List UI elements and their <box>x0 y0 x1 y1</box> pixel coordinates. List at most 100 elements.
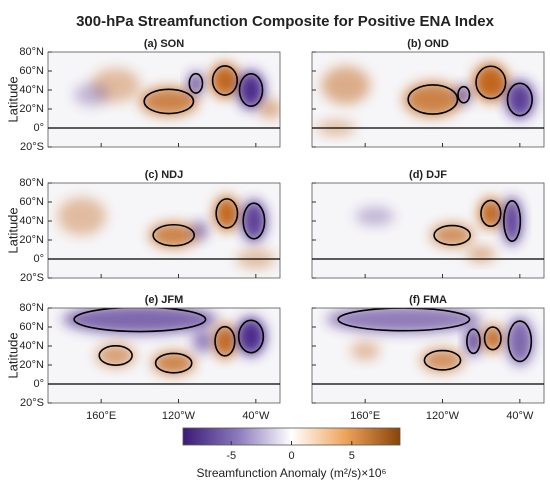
y-tick-label: 20°S <box>20 141 44 153</box>
anomaly <box>505 80 535 119</box>
y-axis-label: Latitude <box>5 207 20 253</box>
anomaly <box>237 71 265 109</box>
anomaly <box>258 99 280 119</box>
y-tick-label: 0° <box>33 253 44 265</box>
anomaly <box>430 223 474 247</box>
anomaly <box>192 221 208 240</box>
anomaly <box>321 66 371 105</box>
anomaly <box>355 206 395 226</box>
anomaly <box>188 71 204 95</box>
contour <box>154 352 193 374</box>
panel-frame <box>47 182 281 279</box>
contour <box>503 200 522 242</box>
y-tick-label: 60°N <box>19 321 44 333</box>
panel-title: (f) FMA <box>409 294 447 306</box>
contour <box>475 65 507 100</box>
contour <box>237 319 265 354</box>
panel-frame <box>47 51 281 148</box>
contour <box>98 345 133 366</box>
panel-frame <box>311 182 545 279</box>
anomaly <box>74 83 109 107</box>
x-tick-label: 120°W <box>162 410 196 422</box>
y-tick-label: 40°N <box>19 84 44 96</box>
anomaly <box>152 351 195 375</box>
y-tick-label: 40°N <box>19 340 44 352</box>
y-tick-label: 40°N <box>19 215 44 227</box>
colorbar-tick-label: 0 <box>288 450 294 462</box>
contour <box>507 320 533 363</box>
x-tick-label: 160°E <box>350 410 380 422</box>
anomaly <box>473 63 509 102</box>
contour <box>211 65 239 96</box>
colorbar-tick-label: 5 <box>349 450 355 462</box>
x-tick-label: 120°W <box>426 410 460 422</box>
colorbar-tick-label: -5 <box>226 450 236 462</box>
anomaly <box>193 329 213 353</box>
contour <box>215 198 239 229</box>
y-tick-label: 60°N <box>19 196 44 208</box>
anomaly <box>214 196 240 231</box>
panel-title: (a) SON <box>144 38 184 50</box>
y-tick-label: 20°N <box>19 234 44 246</box>
anomaly <box>62 308 218 334</box>
map-panel <box>312 183 544 278</box>
x-tick-label: 40°W <box>506 410 534 422</box>
contour <box>423 349 462 371</box>
contour <box>483 326 502 351</box>
map-panel <box>48 52 280 147</box>
panel-frame <box>47 307 281 404</box>
panel-title: (b) OND <box>407 38 449 50</box>
map-panel <box>48 308 280 403</box>
colorbar-label: Streamfunction Anomaly (m²/s)×10⁶ <box>196 466 386 480</box>
anomaly <box>57 197 106 236</box>
anomaly <box>326 308 482 333</box>
y-tick-label: 20°N <box>19 103 44 115</box>
contour <box>407 84 459 115</box>
contour <box>188 72 204 94</box>
y-axis-label: Latitude <box>5 76 20 122</box>
contour <box>480 199 502 228</box>
x-tick-label: 40°W <box>242 410 270 422</box>
panel-title: (d) DJF <box>409 169 447 181</box>
y-tick-label: 60°N <box>19 65 44 77</box>
contour <box>238 73 264 107</box>
anomaly <box>502 197 522 245</box>
panel-title: (e) JFM <box>145 294 184 306</box>
y-tick-label: 0° <box>33 122 44 134</box>
anomaly <box>96 344 135 367</box>
anomaly <box>236 317 266 356</box>
contour <box>433 224 472 246</box>
x-tick-label: 160°E <box>86 410 116 422</box>
contour <box>214 325 236 357</box>
contour <box>466 328 481 355</box>
panel-frame <box>311 51 545 148</box>
anomaly <box>241 200 267 242</box>
figure-title: 300-hPa Streamfunction Composite for Pos… <box>76 13 495 30</box>
anomaly <box>457 85 471 105</box>
anomaly <box>479 198 503 229</box>
panel-frame <box>311 307 545 404</box>
anomaly <box>350 341 380 361</box>
anomaly <box>213 324 237 359</box>
contour <box>143 88 195 115</box>
y-tick-label: 20°S <box>20 397 44 409</box>
anomaly <box>421 348 464 372</box>
anomaly <box>210 63 240 98</box>
y-tick-label: 80°N <box>19 177 44 189</box>
y-tick-label: 80°N <box>19 302 44 314</box>
anomaly <box>466 246 496 262</box>
map-panel <box>312 308 544 403</box>
map-panel <box>48 183 280 278</box>
contour <box>457 85 471 104</box>
anomaly <box>139 87 198 116</box>
y-tick-label: 0° <box>33 378 44 390</box>
anomaly <box>403 82 462 117</box>
anomaly <box>483 325 503 352</box>
contour <box>506 82 533 117</box>
y-axis-label: Latitude <box>5 332 20 378</box>
anomaly <box>506 317 534 365</box>
contour <box>242 202 266 240</box>
y-tick-label: 20°S <box>20 272 44 284</box>
contour <box>73 308 207 333</box>
